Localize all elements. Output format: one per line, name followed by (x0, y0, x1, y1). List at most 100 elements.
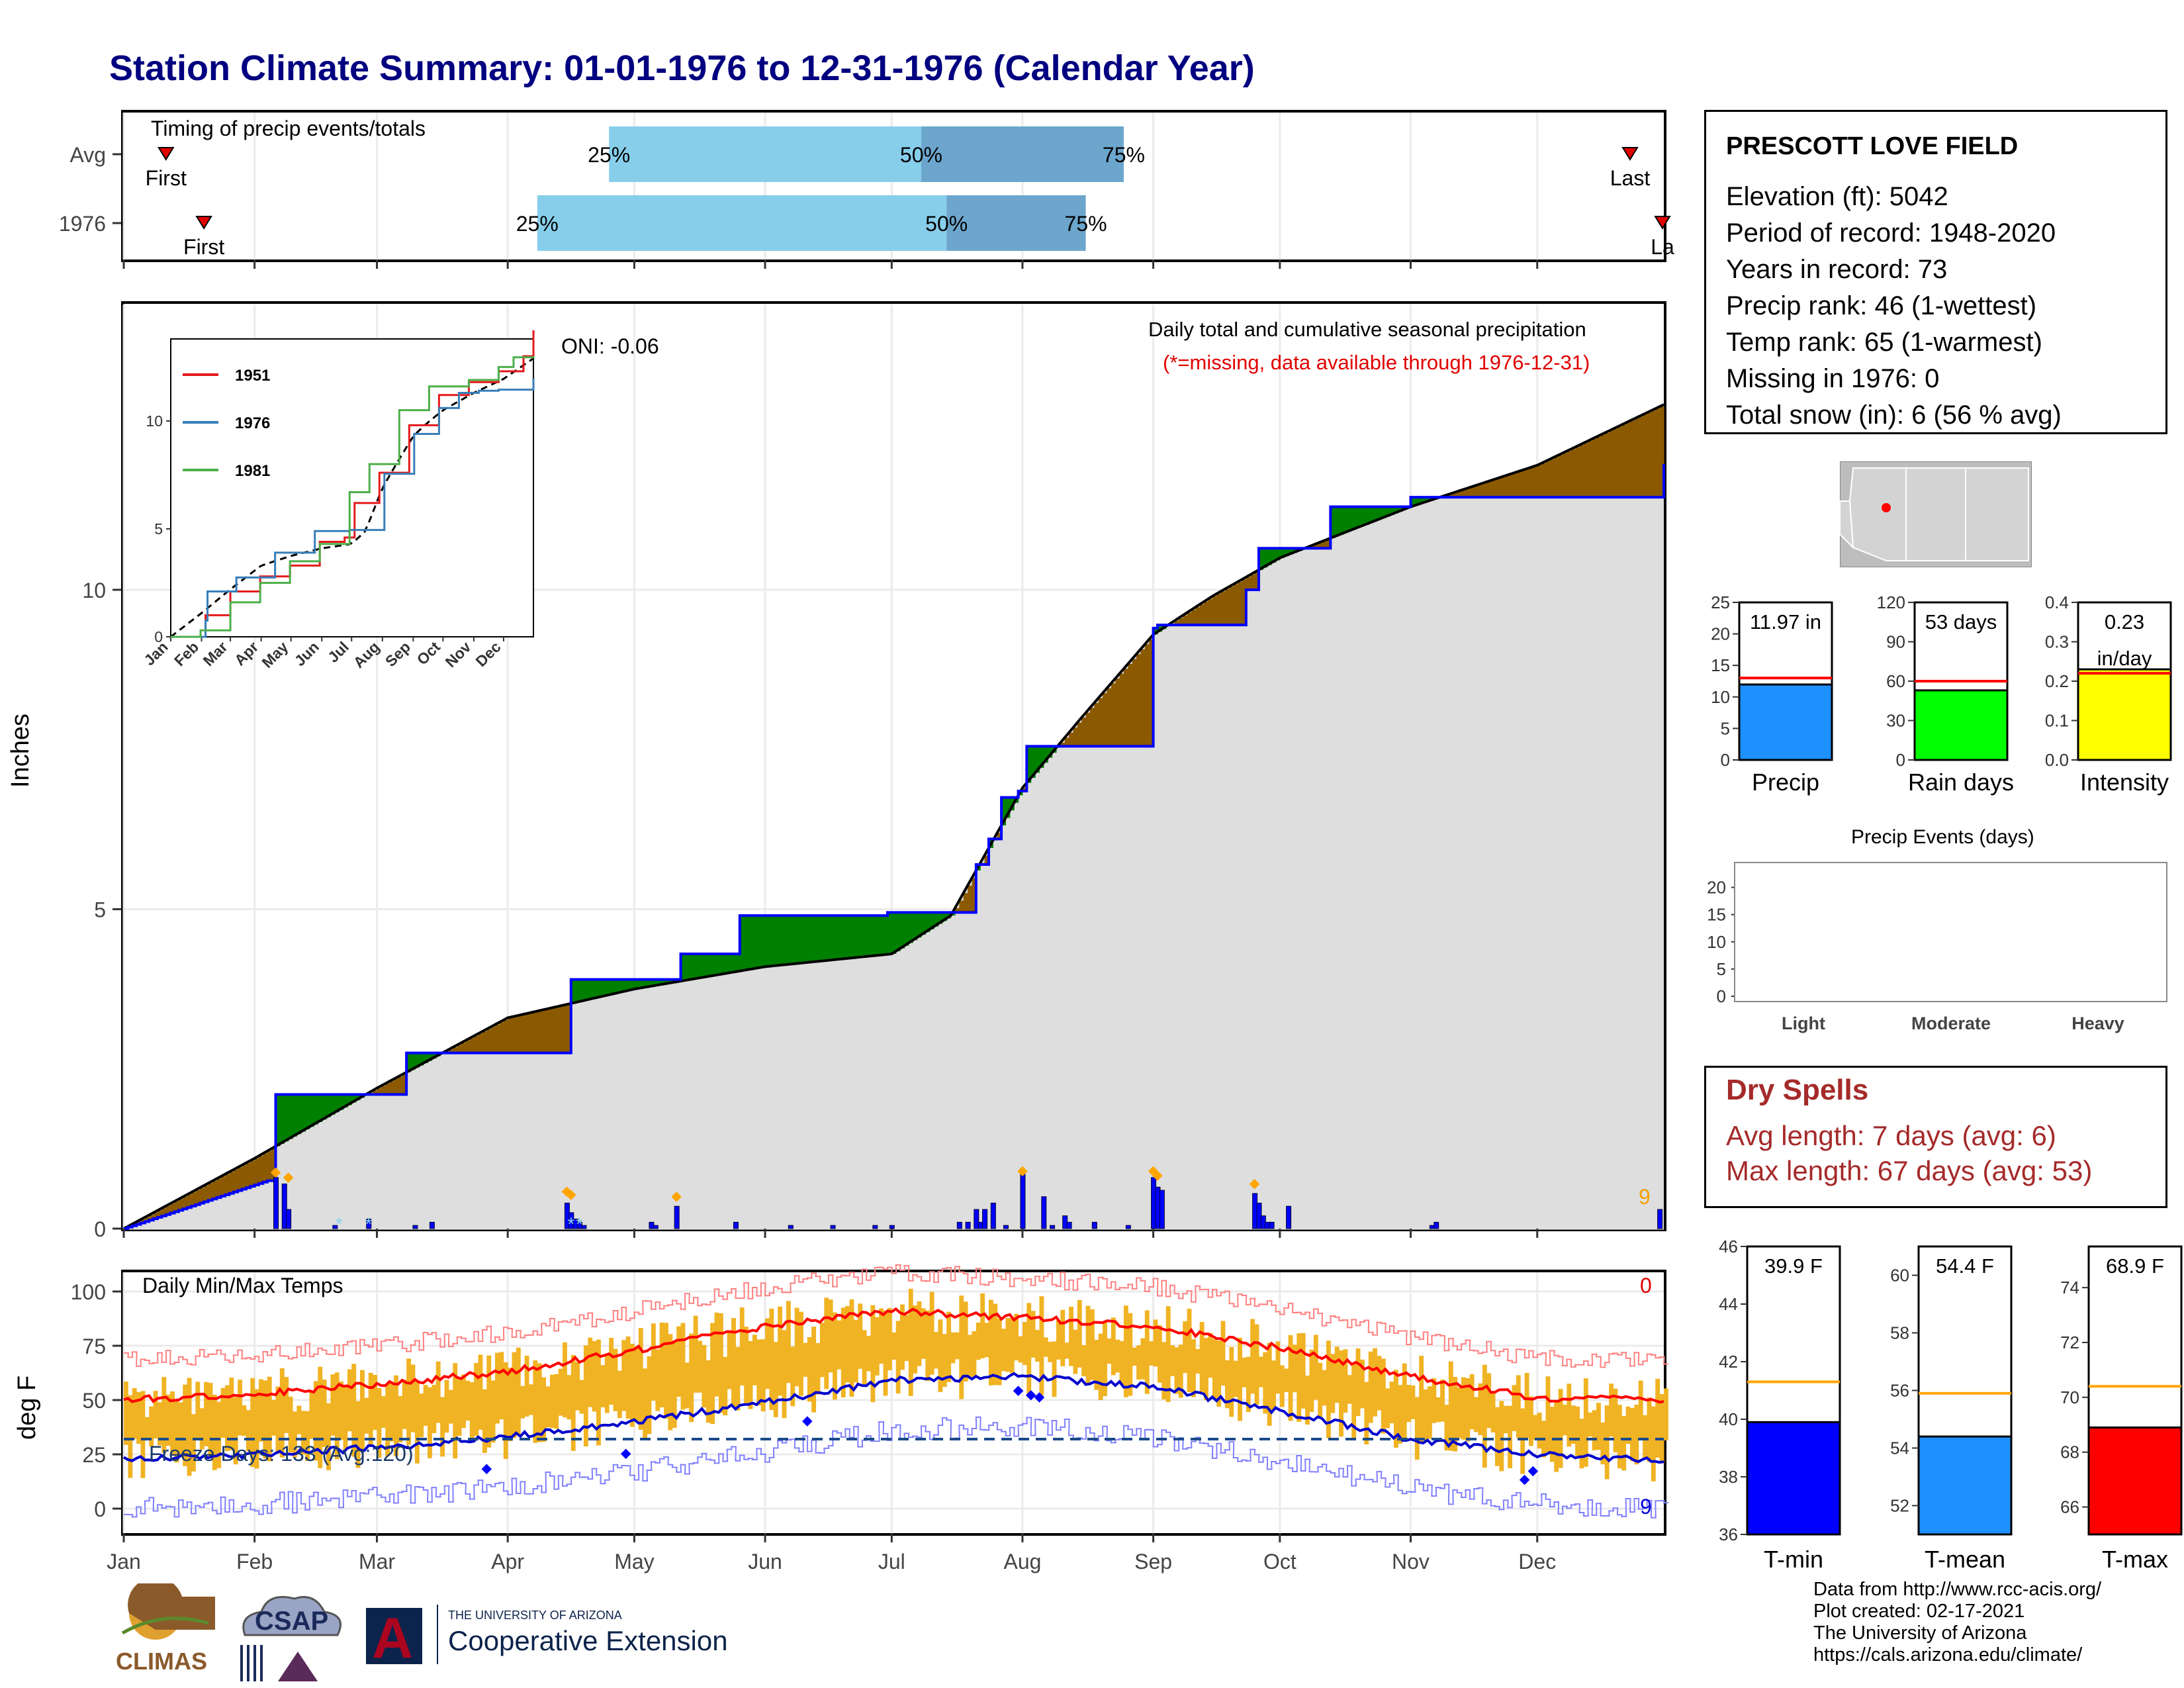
inset-legend-label: 1951 (235, 367, 270, 385)
daily-precip-bar (674, 1205, 680, 1229)
precip-heading: Daily total and cumulative seasonal prec… (1148, 318, 1586, 341)
timing-q50-label: 50% (900, 143, 942, 167)
daily-precip-bar (412, 1225, 418, 1229)
record-low-marker (1519, 1474, 1530, 1485)
station-line: Elevation (ft): 5042 (1726, 182, 1948, 211)
dry-spells-max: Max length: 67 days (avg: 53) (1726, 1155, 2093, 1186)
precip-ytick-label: 10 (82, 579, 106, 602)
freeze-days-label: Freeze Days: 133 (Avg:120) (149, 1442, 414, 1466)
mini-bar (2077, 668, 2172, 761)
event-bar-name: Moderate (1911, 1013, 1991, 1033)
timing-bar-q25-q50 (609, 126, 921, 182)
daily-precip-bar (286, 1209, 292, 1229)
daily-precip-bar (1066, 1221, 1072, 1229)
last-event-marker (1654, 216, 1671, 230)
mini-bar-tick-label: 0.0 (2045, 750, 2069, 770)
timing-bar-q25-q50 (537, 195, 947, 251)
station-line: Precip rank: 46 (1-wettest) (1726, 291, 2037, 320)
mini-bar-tick-label: 15 (1711, 655, 1730, 675)
month-label: Jun (748, 1550, 782, 1573)
temp-bar-tick-label: 38 (1719, 1467, 1738, 1487)
daily-precip-bar (990, 1202, 996, 1229)
temp-bar-tick-label: 54 (1890, 1438, 1909, 1458)
temp-ytick-label: 0 (94, 1497, 106, 1521)
first-event-label: First (146, 166, 187, 190)
snow-marker (1249, 1178, 1260, 1190)
mini-bar-tick-label: 0 (1896, 750, 1905, 770)
timing-q75-label: 75% (1103, 143, 1145, 167)
temp-bar-name: T-max (2102, 1546, 2168, 1573)
events-tick-label: 10 (1707, 932, 1726, 952)
daily-precip-bar (733, 1221, 739, 1229)
precip-missing-note: (*=missing, data available through 1976-… (1163, 351, 1590, 374)
month-label: Oct (1263, 1550, 1297, 1573)
daily-precip-bar (653, 1225, 659, 1229)
record-low-marker (1013, 1385, 1024, 1396)
mini-bar-tick-label: 10 (1711, 687, 1730, 707)
events-panel (1734, 862, 2167, 1002)
month-label: Apr (491, 1550, 524, 1573)
daily-temp-range-bars (124, 1288, 1668, 1481)
daily-precip-bar (956, 1221, 962, 1229)
temp-bar-tick-label: 68 (2060, 1442, 2079, 1462)
daily-precip-bar (366, 1219, 372, 1229)
daily-precip-bar (1125, 1225, 1131, 1229)
climas-text: CLIMAS (116, 1648, 207, 1675)
events-tick-label: 0 (1717, 986, 1726, 1006)
inset-ytick-label: 5 (154, 520, 163, 538)
mini-bar-name: Precip (1752, 769, 1819, 796)
daily-precip-bar (429, 1221, 435, 1229)
below-avg-area (128, 406, 1664, 1227)
temp-corner-blue: 9 (1640, 1495, 1652, 1519)
mini-bar-name: Rain days (1908, 769, 2014, 796)
daily-precip-bar (1159, 1190, 1165, 1229)
temp-bar-value-label: 39.9 F (1764, 1254, 1823, 1278)
timing-q25-label: 25% (588, 143, 630, 167)
precip-ytick-label: 5 (94, 898, 106, 922)
mini-bar-tick-label: 90 (1886, 632, 1905, 652)
temp-ytick-label: 25 (82, 1443, 106, 1467)
climas-logo: CLIMAS (116, 1583, 215, 1675)
mini-bar-tick-label: 5 (1721, 718, 1730, 738)
events-title: Precip Events (days) (1851, 826, 2034, 848)
inset-series-line (171, 378, 535, 638)
precip-corner-count: 9 (1639, 1185, 1651, 1209)
inset-frame (170, 338, 534, 637)
mini-bar-tick-label: 0.1 (2045, 711, 2069, 731)
trace-marker: * (365, 1213, 372, 1234)
daily-precip-bar (788, 1225, 794, 1229)
station-line: Missing in 1976: 0 (1726, 364, 1940, 393)
daily-precip-bar (281, 1183, 287, 1229)
station-line: Period of record: 1948-2020 (1726, 218, 2056, 248)
dry-spells-title: Dry Spells (1726, 1074, 1869, 1106)
events-tick-label: 5 (1717, 959, 1726, 979)
footer-line: Data from http://www.rcc-acis.org/ (1813, 1579, 2102, 1600)
temp-bar-tick-label: 46 (1719, 1237, 1738, 1256)
inset-ytick-label: 0 (154, 628, 163, 645)
station-line: Total snow (in): 6 (56 % avg) (1726, 400, 2062, 430)
mini-bar-value-label: 11.97 in (1750, 610, 1821, 633)
footer: Data from http://www.rcc-acis.org/ Plot … (1813, 1579, 2101, 1666)
avg-tmax-line (123, 1307, 1664, 1404)
station-marker (1882, 503, 1891, 512)
trace-marker: * (336, 1213, 343, 1234)
mini-bar-tick-label: 30 (1886, 711, 1905, 731)
month-label: Feb (236, 1550, 273, 1573)
daily-precip-bar (273, 1177, 279, 1229)
timing-q50-label: 50% (925, 212, 968, 236)
inset-legend-label: 1976 (235, 414, 270, 432)
timing-bar-q50-q75 (921, 126, 1124, 182)
temp-bar-tick-label: 56 (1890, 1381, 1909, 1401)
mini-bar-tick-label: 20 (1711, 624, 1730, 644)
temp-bar-tick-label: 70 (2060, 1387, 2079, 1407)
month-label: May (614, 1550, 654, 1573)
inset-legend-label: 1981 (235, 462, 270, 480)
daily-precip-bar (1433, 1221, 1439, 1229)
mini-bar (1738, 683, 1833, 761)
first-event-label: First (183, 235, 224, 259)
snow-marker (1152, 1170, 1163, 1181)
mini-bar-tick-label: 0.4 (2045, 592, 2069, 612)
